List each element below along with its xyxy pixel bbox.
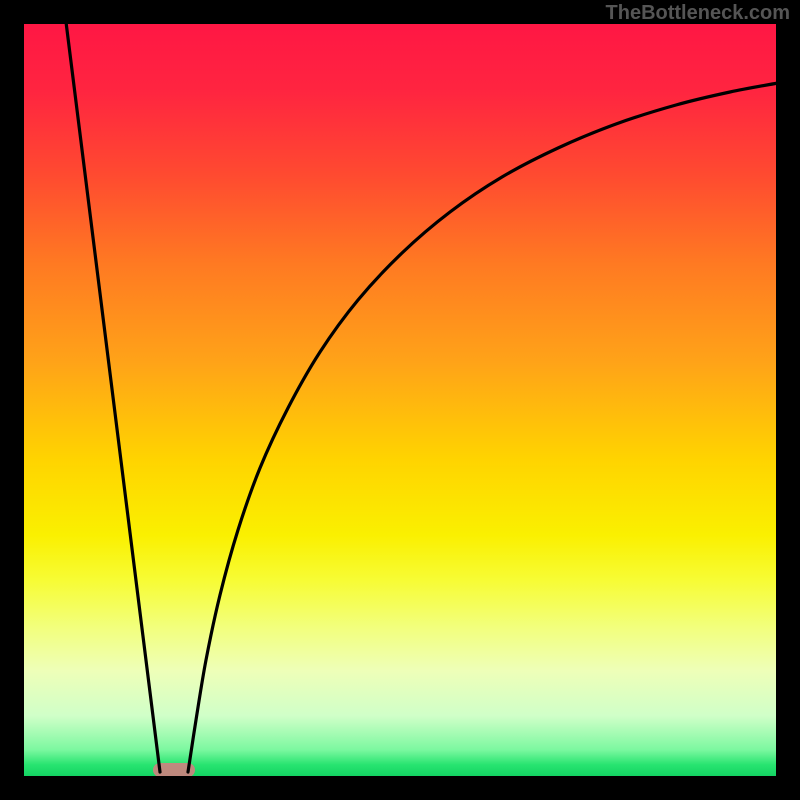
chart-background [24,24,776,776]
watermark-text: TheBottleneck.com [606,2,790,25]
bottleneck-chart: TheBottleneck.com [0,0,800,800]
chart-svg [0,0,800,800]
